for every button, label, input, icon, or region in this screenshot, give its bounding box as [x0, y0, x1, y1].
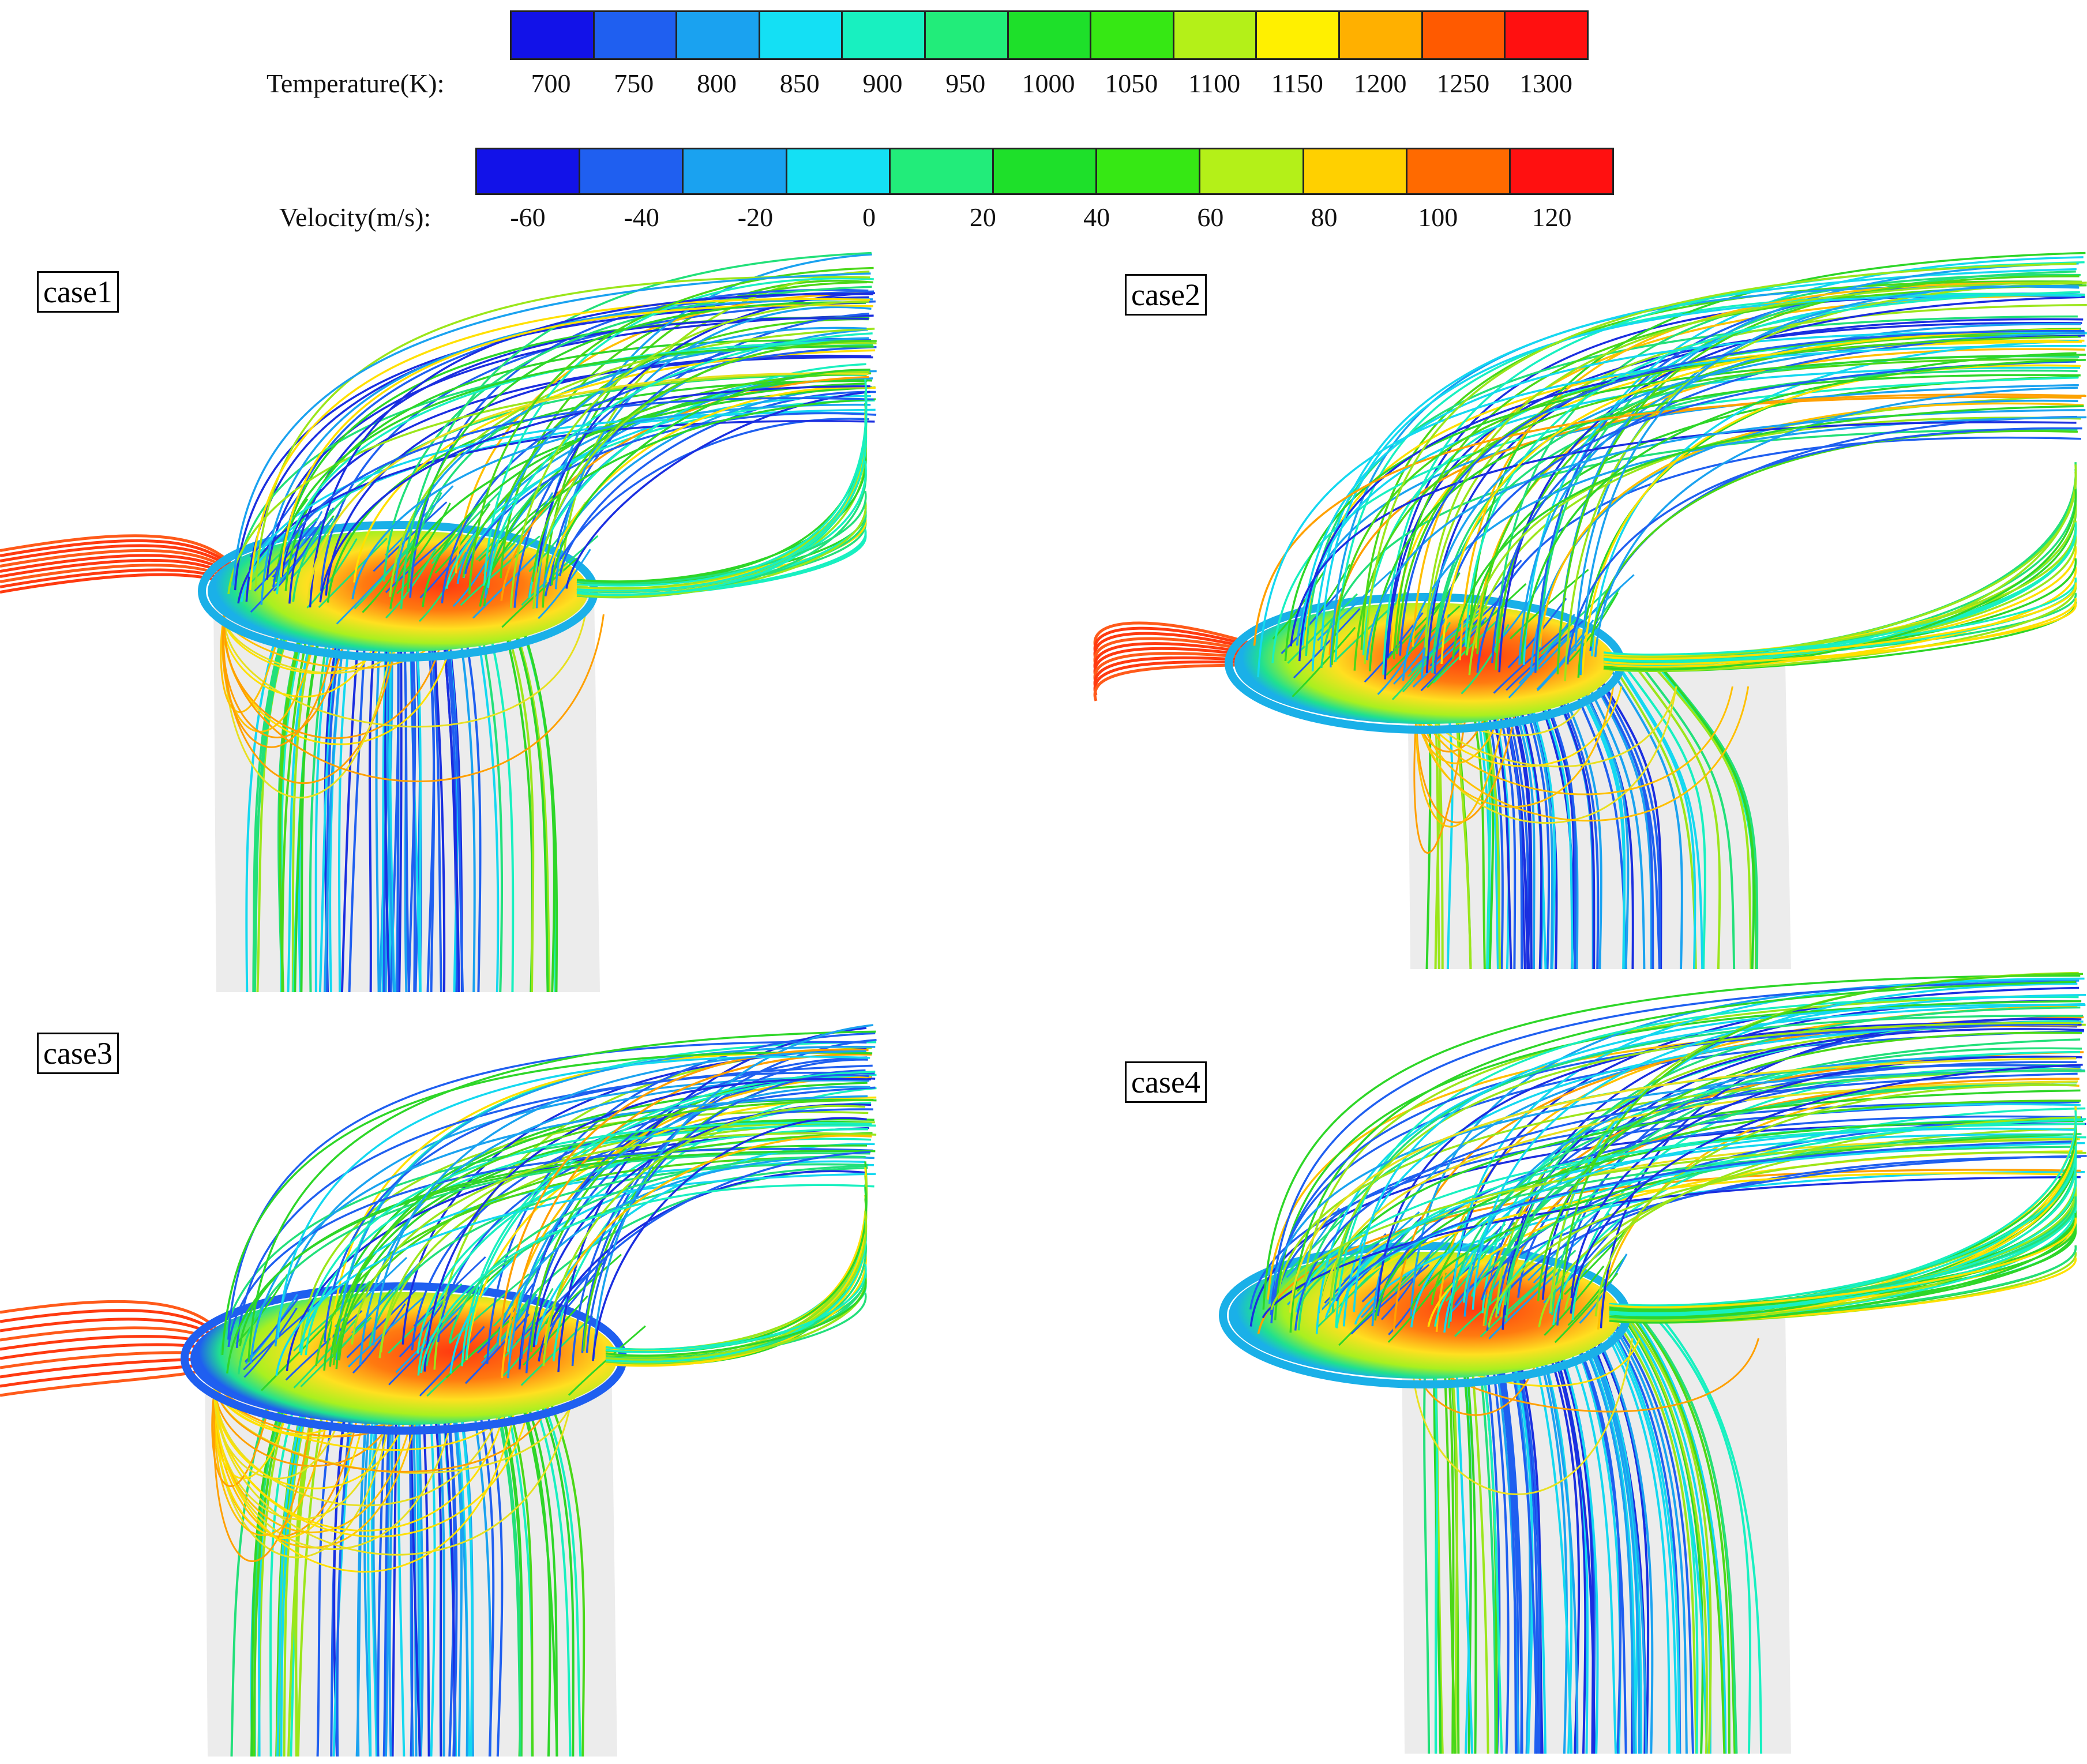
velocity-swatch	[1407, 149, 1511, 193]
surface-streamlines	[1272, 560, 1635, 700]
velocity-swatch	[1304, 149, 1407, 193]
temperature-swatch	[512, 12, 595, 58]
temperature-tick-label: 900	[862, 69, 903, 98]
temperature-tick-label: 800	[697, 69, 737, 98]
velocity-tick-label: -20	[737, 202, 774, 232]
case4-label: case4	[1125, 1061, 1207, 1103]
inlet-jet	[0, 534, 244, 594]
temperature-swatch	[926, 12, 1009, 58]
temperature-tick-label: 1150	[1271, 69, 1323, 98]
velocity-tick-label: 120	[1532, 202, 1572, 232]
case1-streamline-plot	[0, 252, 877, 993]
velocity-swatch	[890, 149, 994, 193]
velocity-tick-label: 0	[862, 202, 876, 232]
temperature-swatch	[1257, 12, 1341, 58]
velocity-legend-title: Velocity(m/s):	[279, 202, 431, 232]
velocity-swatch	[787, 149, 891, 193]
case3-streamline-plot	[0, 1024, 877, 1757]
plume-streamlines	[219, 1024, 877, 1379]
temperature-tick-label: 1300	[1519, 69, 1572, 98]
temperature-tick-label: 950	[945, 69, 986, 98]
temperature-tick-label: 1100	[1188, 69, 1241, 98]
temperature-swatch	[760, 12, 843, 58]
temperature-tick-label: 1250	[1436, 69, 1490, 98]
velocity-swatch	[993, 149, 1098, 193]
temperature-swatch	[1422, 12, 1506, 58]
velocity-swatch	[1097, 149, 1201, 193]
temperature-swatch	[677, 12, 760, 58]
temperature-legend-title: Temperature(K):	[266, 69, 445, 98]
temperature-tick-label: 750	[614, 69, 654, 98]
temperature-swatch	[594, 12, 678, 58]
velocity-tick-label: 20	[969, 202, 996, 232]
plume-streamlines	[227, 252, 877, 609]
velocity-tick-label: 80	[1311, 202, 1338, 232]
case1-label: case1	[37, 271, 119, 313]
temperature-tick-label: 1200	[1353, 69, 1407, 98]
velocity-tick-label: -60	[510, 202, 546, 232]
temperature-swatch	[1174, 12, 1258, 58]
plume-streamlines	[1253, 252, 2087, 682]
velocity-tick-label: 40	[1083, 202, 1110, 232]
velocity-swatch	[684, 149, 787, 193]
case3-label: case3	[37, 1033, 119, 1074]
temperature-tick-label: 850	[779, 69, 820, 98]
case2-label: case2	[1125, 274, 1207, 316]
velocity-swatch	[580, 149, 684, 193]
plume-streamlines	[1249, 971, 2087, 1334]
velocity-swatch	[1200, 149, 1304, 193]
temperature-swatch	[1091, 12, 1174, 58]
temperature-tick-label: 1050	[1105, 69, 1158, 98]
panel-case1: case1	[0, 252, 877, 998]
temperature-colorbar	[510, 10, 1589, 60]
velocity-tick-label: -40	[624, 202, 659, 232]
temperature-tick-label: 700	[531, 69, 571, 98]
temperature-tick-label: 1000	[1022, 69, 1075, 98]
velocity-tick-label: 100	[1418, 202, 1458, 232]
panel-case2: case2	[1093, 252, 2087, 975]
temperature-swatch	[1008, 12, 1092, 58]
panel-case3: case3	[0, 1024, 877, 1759]
case2-streamline-plot	[1093, 252, 2087, 970]
velocity-tick-label: 60	[1197, 202, 1224, 232]
velocity-swatch	[1510, 149, 1613, 193]
velocity-colorbar	[475, 148, 1614, 195]
temperature-swatch	[843, 12, 926, 58]
temperature-swatch	[1506, 12, 1587, 58]
case4-streamline-plot	[1219, 971, 2087, 1754]
velocity-swatch	[477, 149, 581, 193]
panel-case4: case4	[1096, 969, 2087, 1759]
temperature-swatch	[1340, 12, 1423, 58]
